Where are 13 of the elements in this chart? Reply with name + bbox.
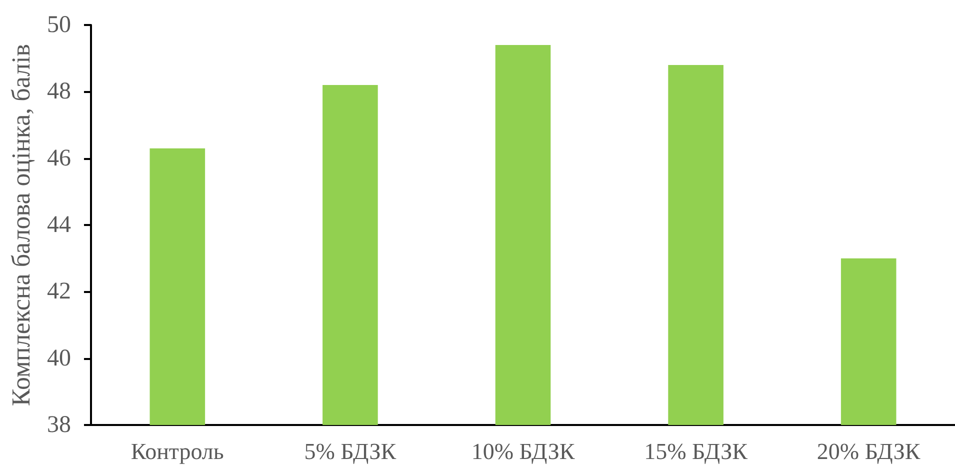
y-tick-label: 38	[47, 412, 71, 438]
y-axis-title: Комплексна балова оцінка, балів	[6, 44, 36, 406]
x-tick-label: Контроль	[130, 439, 224, 464]
y-tick-label: 48	[47, 78, 71, 105]
x-tick-label: 20% БДЗК	[816, 439, 921, 464]
y-tick-label: 44	[47, 212, 71, 238]
x-tick-label: 10% БДЗК	[471, 439, 576, 464]
y-tick-label: 40	[47, 345, 71, 372]
y-tick-label: 46	[47, 145, 71, 172]
y-tick-label: 42	[47, 278, 71, 305]
y-tick-label: 50	[47, 12, 71, 38]
x-tick-label: 5% БДЗК	[304, 439, 397, 464]
x-tick-label: 15% БДЗК	[644, 439, 748, 464]
